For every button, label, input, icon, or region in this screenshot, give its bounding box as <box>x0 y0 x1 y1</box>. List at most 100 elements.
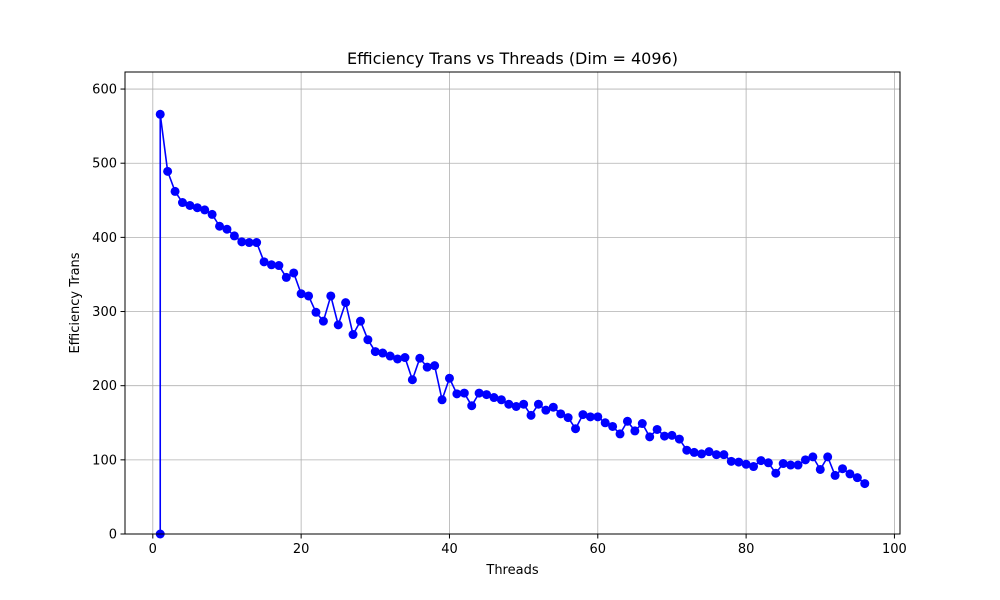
tick-layer: 0 20 40 60 80 100 0 100 200 300 400 500 600 <box>92 83 907 557</box>
data-point <box>467 401 477 411</box>
data-point <box>749 462 759 472</box>
data-point <box>615 429 625 439</box>
grid <box>125 72 900 535</box>
x-axis-label: Threads <box>485 563 538 578</box>
data-point <box>229 231 239 241</box>
y-tick-label: 600 <box>92 83 117 98</box>
y-tick-label: 400 <box>92 231 117 246</box>
data-point <box>185 200 195 210</box>
data-point <box>719 450 729 460</box>
data-point <box>215 221 225 231</box>
data-point <box>474 388 484 398</box>
data-point <box>830 470 840 480</box>
y-tick-label: 300 <box>92 305 117 320</box>
data-point <box>355 316 365 326</box>
data-point <box>674 434 684 444</box>
y-tick-label: 0 <box>109 528 117 543</box>
data-point <box>192 203 202 213</box>
data-point <box>155 109 165 119</box>
data-point <box>430 361 440 371</box>
y-tick-label: 100 <box>92 453 117 468</box>
data-point <box>756 456 766 466</box>
data-point <box>304 291 314 301</box>
data-point <box>823 452 833 462</box>
data-point <box>637 419 647 429</box>
data-point <box>689 447 699 457</box>
data-point <box>860 479 870 489</box>
data-point <box>170 186 180 196</box>
data-point <box>400 353 410 363</box>
data-point <box>266 260 276 270</box>
data-point <box>704 447 714 457</box>
data-point <box>415 353 425 363</box>
y-axis-label: Efficiency Trans <box>68 252 83 353</box>
data-point <box>608 421 618 431</box>
data-point <box>852 473 862 483</box>
data-point <box>252 238 262 248</box>
data-point <box>786 460 796 470</box>
data-point <box>845 469 855 479</box>
data-point <box>682 445 692 455</box>
data-point <box>815 464 825 474</box>
data-point <box>407 375 417 385</box>
data-point <box>200 205 210 215</box>
data-point <box>600 418 610 428</box>
data-point <box>370 347 380 357</box>
data-point <box>444 373 454 383</box>
x-tick-label: 100 <box>882 542 907 557</box>
data-point <box>333 320 343 330</box>
data-point <box>793 460 803 470</box>
data-point <box>222 224 232 234</box>
data-point <box>838 464 848 474</box>
data-point <box>519 399 529 409</box>
data-point <box>778 459 788 469</box>
data-point <box>348 330 358 340</box>
data-point <box>541 405 551 415</box>
data-point <box>697 449 707 459</box>
data-point <box>593 412 603 422</box>
data-point <box>504 399 514 409</box>
series-layer <box>155 109 870 539</box>
data-point <box>630 426 640 436</box>
data-point <box>726 456 736 466</box>
y-tick-label: 200 <box>92 379 117 394</box>
x-tick-label: 0 <box>149 542 157 557</box>
data-point <box>289 268 299 278</box>
x-tick-label: 20 <box>293 542 310 557</box>
data-point <box>489 393 499 403</box>
data-point <box>556 409 566 419</box>
data-point <box>548 402 558 412</box>
data-point <box>274 261 284 271</box>
data-point <box>533 399 543 409</box>
data-point <box>237 237 247 247</box>
data-point <box>734 457 744 467</box>
data-point <box>341 298 351 308</box>
data-point <box>645 432 655 442</box>
data-point <box>482 390 492 400</box>
data-point <box>378 348 388 358</box>
data-point <box>244 238 254 248</box>
plot-frame <box>124 71 901 535</box>
data-point <box>667 430 677 440</box>
data-point <box>711 450 721 460</box>
data-point <box>393 354 403 364</box>
data-point <box>459 388 469 398</box>
data-point <box>422 362 432 372</box>
x-tick-label: 40 <box>441 542 458 557</box>
data-point <box>385 351 395 361</box>
data-point <box>585 412 595 422</box>
data-point <box>177 198 187 208</box>
data-point <box>800 455 810 465</box>
data-point <box>296 289 306 299</box>
data-point <box>326 291 336 301</box>
data-point <box>363 335 373 345</box>
data-point <box>660 431 670 441</box>
data-point <box>452 389 462 399</box>
data-point <box>652 424 662 434</box>
data-point <box>808 452 818 462</box>
data-point <box>622 416 632 426</box>
x-tick-label: 80 <box>738 542 755 557</box>
data-point <box>763 458 773 468</box>
data-point <box>496 395 506 405</box>
